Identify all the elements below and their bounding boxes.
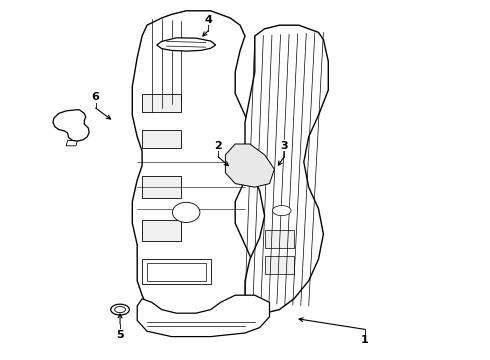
Polygon shape: [132, 11, 255, 320]
Ellipse shape: [115, 306, 125, 312]
Text: 1: 1: [361, 335, 369, 345]
Polygon shape: [265, 256, 294, 274]
Polygon shape: [66, 140, 77, 146]
Text: 6: 6: [92, 92, 99, 102]
Polygon shape: [142, 176, 181, 198]
Ellipse shape: [111, 304, 129, 315]
Text: 5: 5: [116, 330, 124, 340]
Polygon shape: [53, 110, 89, 141]
Polygon shape: [142, 130, 181, 148]
Polygon shape: [137, 295, 270, 337]
Polygon shape: [142, 220, 181, 241]
Text: 4: 4: [204, 15, 212, 25]
Polygon shape: [157, 38, 216, 51]
Ellipse shape: [272, 206, 291, 216]
Polygon shape: [225, 144, 274, 187]
Text: 3: 3: [280, 141, 288, 151]
Polygon shape: [147, 263, 206, 281]
Polygon shape: [142, 259, 211, 284]
Text: 2: 2: [214, 141, 222, 151]
Polygon shape: [142, 94, 181, 112]
Circle shape: [172, 202, 200, 222]
Polygon shape: [265, 230, 294, 248]
Polygon shape: [245, 25, 328, 313]
